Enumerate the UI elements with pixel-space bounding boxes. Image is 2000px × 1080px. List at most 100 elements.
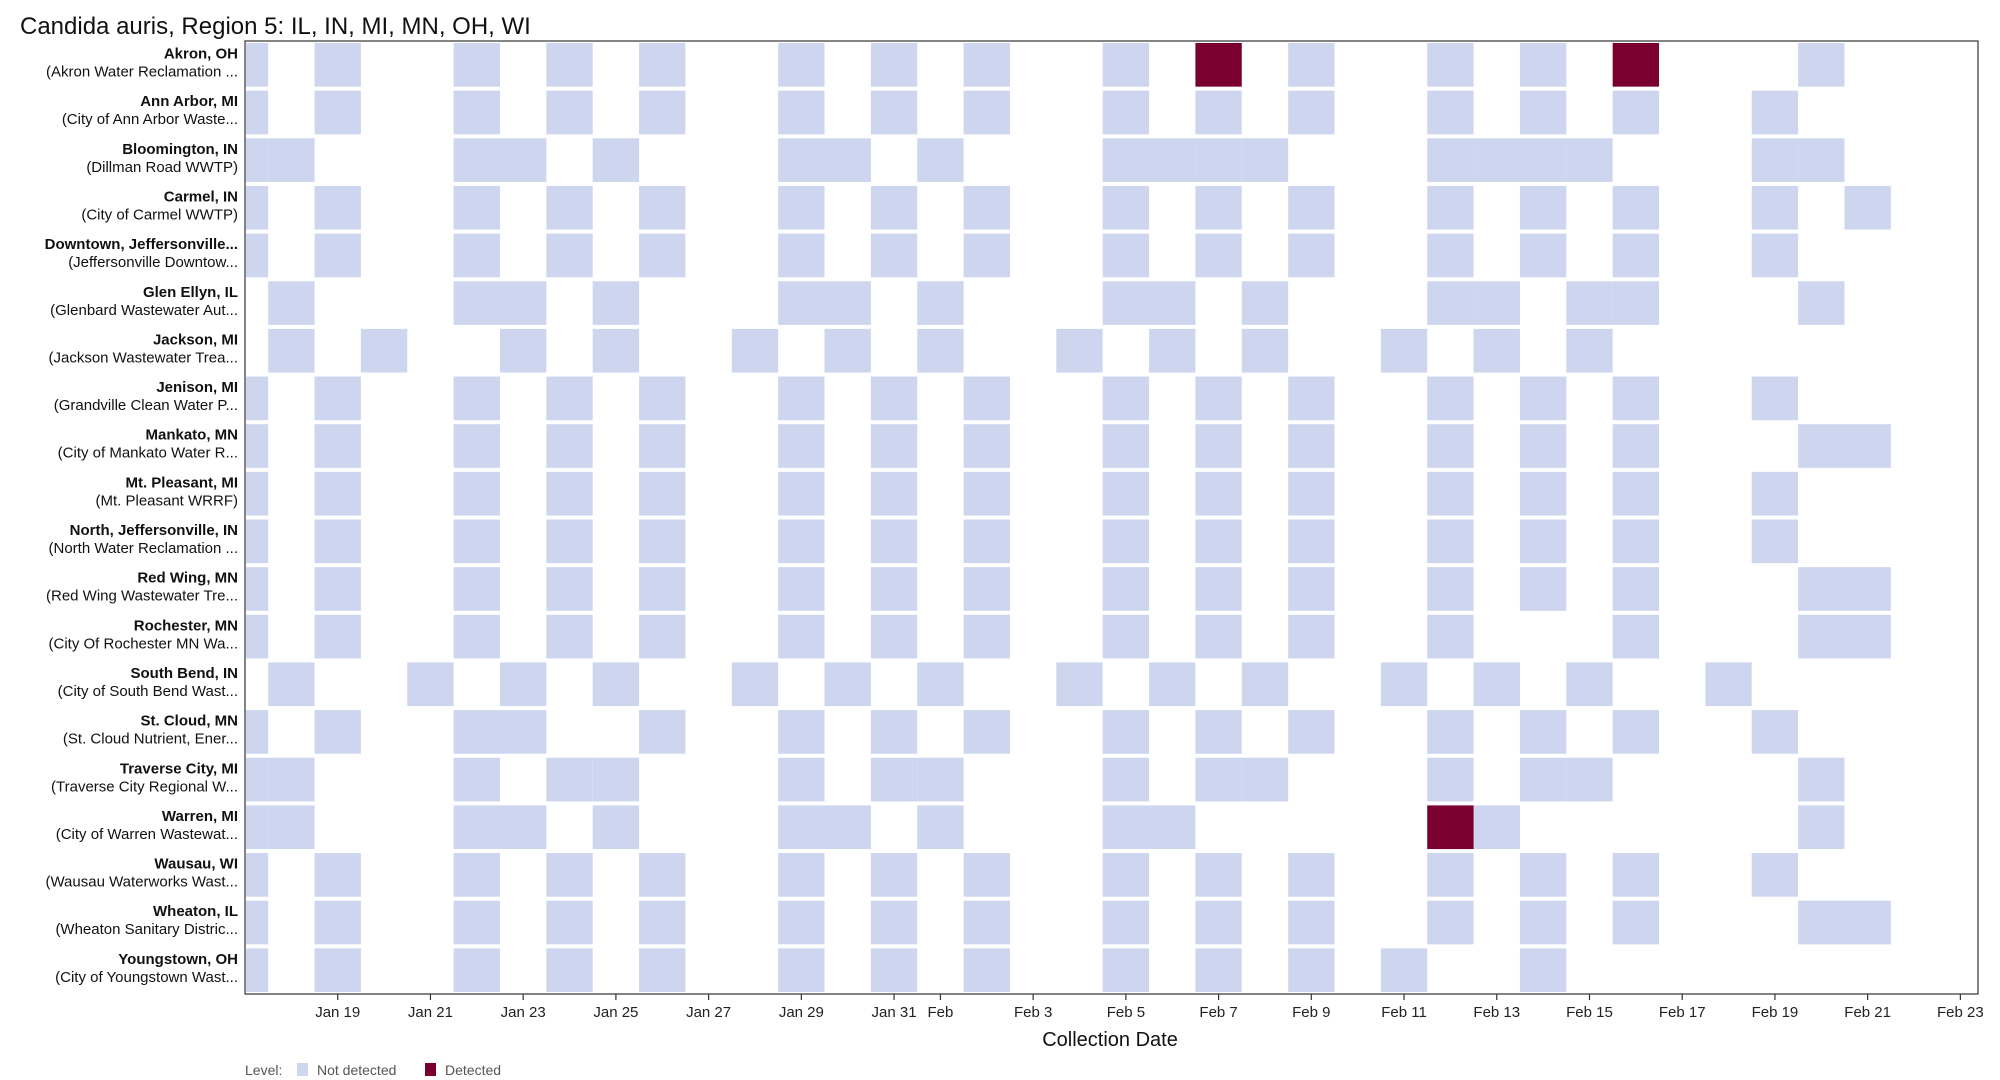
x-tick-label: Jan 21 <box>408 1004 453 1021</box>
heatmap-cell-not-detected <box>1288 853 1335 897</box>
legend-title: Level: <box>245 1062 282 1078</box>
heatmap-cell-not-detected <box>778 185 825 230</box>
heatmap-cell-not-detected <box>1612 614 1660 659</box>
heatmap-cell-not-detected <box>546 471 593 516</box>
heatmap-cell-not-detected <box>1427 757 1474 802</box>
heatmap-cell-not-detected <box>1612 853 1660 897</box>
heatmap-cell-not-detected <box>1566 281 1613 325</box>
heatmap-cell-not-detected <box>407 662 454 707</box>
heatmap-cell-not-detected <box>268 805 315 850</box>
heatmap-cell-not-detected <box>453 614 500 659</box>
row-plant-label: (City of Warren Wastewat... <box>56 826 238 843</box>
heatmap-cell-not-detected <box>1102 471 1150 516</box>
heatmap-cell-not-detected <box>268 281 315 325</box>
heatmap-cell-not-detected <box>1288 471 1335 516</box>
row-plant-label: (City of Ann Arbor Waste... <box>62 111 238 128</box>
heatmap-cell-not-detected <box>824 805 871 850</box>
heatmap-cell-not-detected <box>639 710 686 754</box>
heatmap-cell-not-detected <box>1288 614 1335 659</box>
heatmap-cell-not-detected <box>1705 662 1752 707</box>
heatmap-cell-not-detected <box>639 900 686 945</box>
x-tick-label: Jan 31 <box>872 1004 917 1021</box>
heatmap-cell-not-detected <box>1195 185 1242 230</box>
x-tick-label: Jan 25 <box>593 1004 638 1021</box>
heatmap-cell-not-detected <box>870 757 918 802</box>
heatmap-cell-not-detected <box>639 471 686 516</box>
heatmap-cell-not-detected <box>592 281 640 325</box>
row-plant-label: (Grandville Clean Water P... <box>54 397 238 414</box>
heatmap-cell-not-detected <box>1427 376 1474 421</box>
heatmap-cell-not-detected <box>1288 519 1335 564</box>
row-labels: Akron, OH(Akron Water Reclamation ... Ann… <box>45 46 238 986</box>
x-tick-label: Feb 15 <box>1566 1004 1613 1021</box>
heatmap-cell-not-detected <box>1751 853 1799 897</box>
heatmap-cell-not-detected <box>453 948 500 992</box>
x-tick-label: Feb 23 <box>1937 1004 1984 1021</box>
heatmap-cell-not-detected <box>1798 567 1845 611</box>
row-plant-label: (Jeffersonville Downtow... <box>68 254 238 271</box>
heatmap-cell-not-detected <box>778 757 825 802</box>
heatmap-cell-not-detected <box>1195 900 1242 945</box>
heatmap-cell-not-detected <box>778 424 825 468</box>
heatmap-cell-not-detected <box>1056 662 1103 707</box>
legend-swatch-detected <box>425 1063 436 1076</box>
heatmap-cell-not-detected <box>1519 757 1567 802</box>
heatmap-cell-not-detected <box>1798 424 1845 468</box>
row-site-label: Youngstown, OH <box>118 951 238 968</box>
row-plant-label: (Glenbard Wastewater Aut... <box>50 302 238 319</box>
heatmap-cell-not-detected <box>546 900 593 945</box>
heatmap-cell-not-detected <box>778 567 825 611</box>
heatmap-cell-not-detected <box>917 281 964 325</box>
heatmap-cell-not-detected <box>268 328 315 373</box>
heatmap-cell-not-detected <box>731 662 779 707</box>
heatmap-cell-not-detected <box>824 138 871 182</box>
heatmap-cells <box>246 43 1891 992</box>
heatmap-cell-not-detected <box>778 281 825 325</box>
heatmap-cell-not-detected <box>1798 281 1845 325</box>
heatmap-cell-not-detected <box>778 710 825 754</box>
legend-swatch-not-detected <box>297 1063 308 1076</box>
heatmap-cell-not-detected <box>1288 948 1335 992</box>
heatmap-cell-not-detected <box>870 376 918 421</box>
heatmap-cell-not-detected <box>639 424 686 468</box>
heatmap-cell-not-detected <box>546 233 593 278</box>
heatmap-cell-not-detected <box>870 614 918 659</box>
heatmap-cell-not-detected <box>917 757 964 802</box>
heatmap-cell-not-detected <box>870 90 918 135</box>
row-plant-label: (North Water Reclamation ... <box>49 540 239 557</box>
heatmap-cell-not-detected <box>453 376 500 421</box>
row-site-label: Ann Arbor, MI <box>140 93 238 110</box>
x-axis-title: Collection Date <box>1042 1029 1178 1051</box>
heatmap-cell-not-detected <box>1195 471 1242 516</box>
heatmap-cell-not-detected <box>731 328 779 373</box>
heatmap-cell-not-detected <box>1473 281 1520 325</box>
heatmap-cell-not-detected <box>1473 805 1520 850</box>
heatmap-cell-not-detected <box>917 138 964 182</box>
heatmap-cell-not-detected <box>1102 614 1150 659</box>
heatmap-cell-not-detected <box>639 185 686 230</box>
heatmap-cell-not-detected <box>1473 138 1520 182</box>
heatmap-cell-not-detected <box>917 662 964 707</box>
heatmap-cell-not-detected <box>453 185 500 230</box>
heatmap-cell-not-detected <box>1751 376 1799 421</box>
x-tick-label: Feb 3 <box>1014 1004 1052 1021</box>
heatmap-cell-not-detected <box>546 185 593 230</box>
heatmap-cell-not-detected <box>1612 471 1660 516</box>
heatmap-cell-not-detected <box>499 662 547 707</box>
heatmap-cell-not-detected <box>870 900 918 945</box>
heatmap-cell-not-detected <box>1519 471 1567 516</box>
heatmap-cell-not-detected <box>268 662 315 707</box>
heatmap-cell-not-detected <box>963 567 1010 611</box>
heatmap-cell-not-detected <box>1473 328 1520 373</box>
heatmap-cell-not-detected <box>639 614 686 659</box>
heatmap-cell-not-detected <box>1195 424 1242 468</box>
row-site-label: Wheaton, IL <box>153 903 238 920</box>
heatmap-cell-not-detected <box>246 471 269 516</box>
heatmap-cell-not-detected <box>246 900 269 945</box>
heatmap-cell-not-detected <box>1798 757 1845 802</box>
heatmap-cell-not-detected <box>963 43 1010 87</box>
heatmap-cell-not-detected <box>1427 519 1474 564</box>
row-plant-label: (Traverse City Regional W... <box>51 778 238 795</box>
heatmap-cell-not-detected <box>778 614 825 659</box>
heatmap-cell-not-detected <box>1288 567 1335 611</box>
